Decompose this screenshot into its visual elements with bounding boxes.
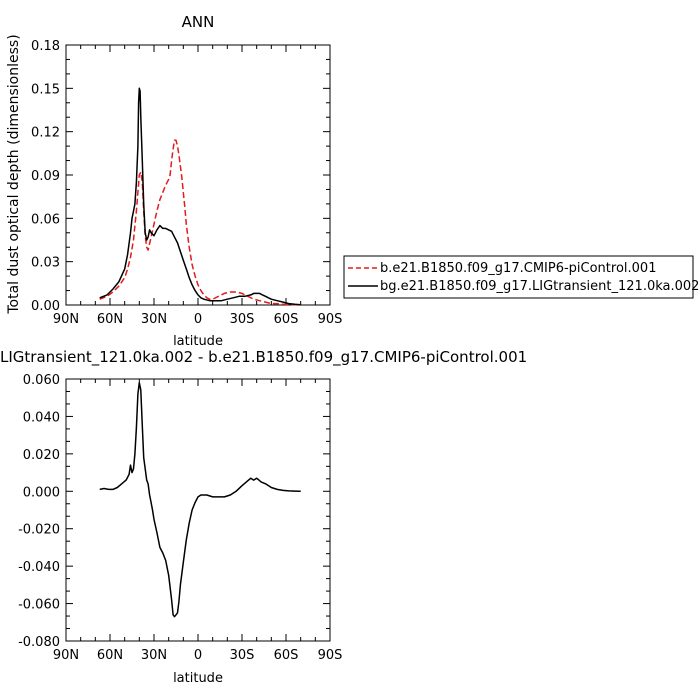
- top-y-axis-label: Total dust optical depth (dimensionless): [6, 34, 22, 314]
- bottom-x-axis-label: latitude: [173, 671, 223, 686]
- legend-label-piControl: b.e21.B1850.f09_g17.CMIP6-piControl.001: [380, 261, 656, 276]
- bottom-y-tick-label: -0.040: [18, 560, 60, 575]
- legend-label-LIGtransient: bg.e21.B1850.f09_g17.LIGtransient_121.0k…: [380, 279, 699, 294]
- bottom-x-tick-label: 30N: [141, 648, 167, 663]
- bottom-x-tick-label: 90S: [318, 648, 343, 663]
- bottom-plot-frame: [65, 378, 331, 642]
- bottom-x-tick-label: 60S: [274, 648, 299, 663]
- top-plot-area: 90N 60N 30N 0 30S 60S 90S 0.00 0.03 0.06 0.09 0.12 0…: [31, 39, 342, 327]
- top-y-tick-label: 0.00: [31, 299, 60, 314]
- top-chart-title: ANN: [182, 13, 215, 31]
- bottom-y-tick-label: 0.060: [23, 373, 60, 388]
- top-y-tick-label: 0.18: [31, 39, 60, 54]
- top-legend: b.e21.B1850.f09_g17.CMIP6-piControl.001 …: [343, 255, 699, 299]
- top-series-line-1: [99, 87, 301, 306]
- bottom-x-tick-label: 30S: [230, 648, 255, 663]
- bottom-plot-area: 90N 60N 30N 0 30S 60S 90S -0.080 -0.060 -0.040 -0.…: [18, 373, 342, 663]
- bottom-y-tick-label: 0.000: [23, 485, 60, 500]
- top-x-tick-label: 60N: [97, 312, 123, 327]
- bottom-y-tick-label: 0.040: [23, 410, 60, 425]
- top-y-tick-label: 0.06: [31, 212, 60, 227]
- top-series-line-0: [99, 139, 301, 306]
- top-y-tick-label: 0.09: [31, 169, 60, 184]
- bottom-y-tick-label: -0.060: [18, 598, 60, 613]
- legend-box: [343, 255, 694, 299]
- bottom-chart-title: LIGtransient_121.0ka.002 - b.e21.B1850.f…: [0, 348, 527, 367]
- bottom-y-tick-label: -0.020: [18, 523, 60, 538]
- bottom-y-tick-label: 0.020: [23, 448, 60, 463]
- top-x-tick-label: 90N: [53, 312, 79, 327]
- top-x-tick-label: 60S: [274, 312, 299, 327]
- top-y-tick-label: 0.03: [31, 256, 60, 271]
- top-x-tick-label: 90S: [318, 312, 343, 327]
- top-x-tick-label: 30N: [141, 312, 167, 327]
- top-x-tick-label: 0: [194, 312, 202, 327]
- top-x-axis-label: latitude: [173, 334, 223, 349]
- bottom-x-tick-label: 90N: [53, 648, 79, 663]
- panel-bottom: LIGtransient_121.0ka.002 - b.e21.B1850.f…: [0, 348, 527, 686]
- top-y-tick-label: 0.12: [31, 126, 60, 141]
- top-plot-frame: [65, 44, 331, 306]
- bottom-series-line-0: [99, 381, 301, 618]
- top-x-tick-label: 30S: [230, 312, 255, 327]
- top-y-tick-label: 0.15: [31, 82, 60, 97]
- bottom-x-tick-label: 60N: [97, 648, 123, 663]
- bottom-y-tick-label: -0.080: [18, 635, 60, 650]
- bottom-x-tick-label: 0: [194, 648, 202, 663]
- panel-top: ANN Total dust optical depth (dimensionl…: [6, 13, 699, 349]
